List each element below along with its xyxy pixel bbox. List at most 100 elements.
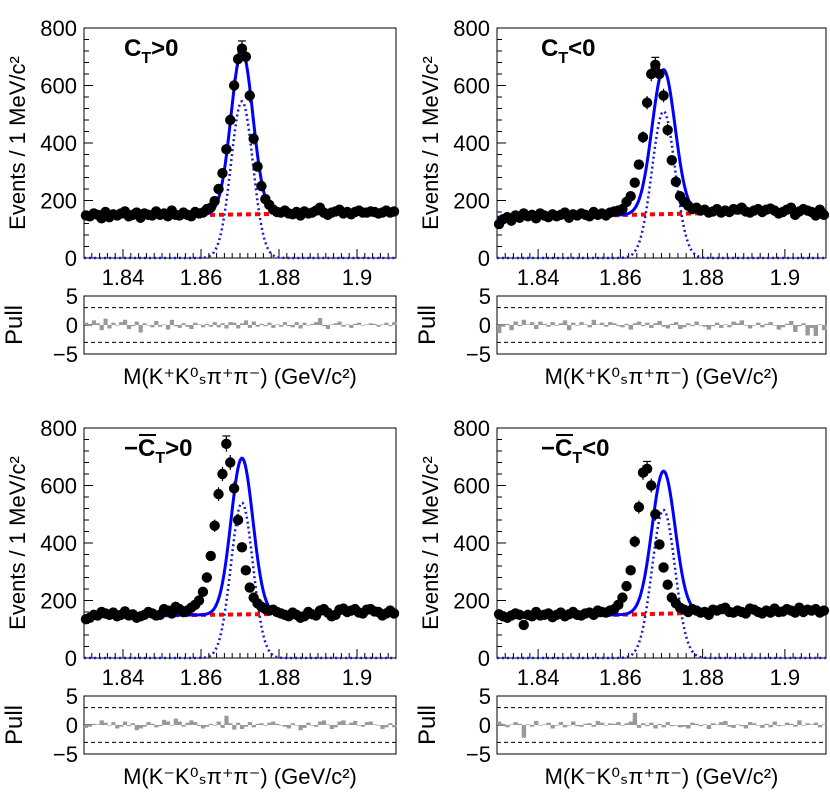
pull-bar: [817, 725, 823, 728]
pull-bar: [813, 325, 819, 337]
pull-bar: [384, 322, 389, 325]
pull-bar: [130, 723, 135, 725]
pull-bar: [649, 722, 654, 725]
data-point: [252, 161, 263, 172]
pull-axis-label: Pull: [1, 705, 28, 745]
pull-bar: [267, 322, 272, 325]
pull-bar: [558, 722, 564, 725]
pull-bar: [224, 325, 229, 329]
y-tick-label: 400: [453, 131, 490, 156]
data-point: [617, 592, 628, 603]
pull-bar: [193, 722, 198, 725]
pull-bar: [571, 322, 576, 325]
y-tick-label: 200: [40, 589, 77, 614]
pull-tick-label: 5: [479, 684, 491, 709]
pull-bar: [119, 725, 124, 727]
data-point: [621, 580, 632, 592]
pull-bar: [760, 725, 765, 728]
pull-bar: [616, 722, 621, 725]
pull-bar: [525, 324, 531, 325]
pull-bar: [628, 721, 634, 725]
pull-bar: [208, 325, 213, 327]
pull-bar: [747, 325, 753, 329]
panel-ct-negative: 0 200 400 600 800 1.84 1.86 1.88 1.9 Events / 1 M…: [414, 16, 830, 389]
pull-bar: [776, 725, 782, 727]
pull-bar: [341, 720, 346, 725]
pull-bar: [821, 724, 827, 725]
pull-bar: [259, 323, 264, 325]
pull-bar: [321, 325, 327, 327]
data-point: [232, 53, 244, 65]
pull-bar: [220, 725, 225, 728]
data-point: [236, 43, 248, 54]
pull-bar: [636, 725, 642, 728]
data-point: [818, 605, 830, 616]
pull-bar: [138, 325, 143, 333]
pull-bar: [259, 723, 264, 725]
pull-bar: [87, 725, 93, 727]
pull-bar: [665, 722, 671, 725]
pull-bar: [608, 322, 613, 325]
x-axis-label: M(K⁺K⁰ₛπ⁺π⁻) (GeV/c²): [545, 364, 779, 389]
pull-bar: [525, 724, 531, 725]
data-point: [244, 90, 255, 101]
pull-bar: [146, 325, 151, 326]
data-point: [388, 206, 400, 217]
pull-bar: [310, 725, 315, 726]
pull-bar: [286, 325, 291, 327]
y-tick-label: 400: [40, 131, 77, 156]
pull-bar: [173, 718, 178, 725]
data-point: [228, 483, 240, 494]
pull-bar: [126, 325, 132, 330]
data-point: [658, 90, 669, 101]
pull-bar: [694, 321, 699, 325]
pull-tick-label: 5: [66, 284, 78, 309]
pull-bar: [232, 725, 237, 730]
x-tick-label: 1.84: [517, 265, 560, 290]
total-fit-curve: [83, 49, 397, 219]
x-tick-label: 1.9: [770, 665, 801, 690]
pull-bar: [595, 324, 601, 325]
pull-bar: [640, 723, 646, 725]
pull-bar: [538, 725, 543, 726]
pull-bar: [756, 322, 761, 325]
pull-bar: [793, 325, 798, 332]
pull-bar: [801, 323, 806, 325]
pull-bar: [521, 319, 527, 325]
pull-bar: [517, 325, 522, 327]
x-tick-label: 1.9: [770, 265, 801, 290]
data-point: [641, 463, 653, 475]
pull-bar: [587, 325, 592, 328]
pull-bar: [368, 721, 373, 725]
y-tick-label: 600: [40, 474, 77, 499]
pull-bar: [158, 725, 163, 727]
panel-ctbar-negative: 0 200 400 600 800 1.84 1.86 1.88 1.9 Events / 1 M…: [414, 416, 830, 789]
pull-bar: [341, 325, 346, 327]
pull-bar: [150, 325, 155, 328]
panel-title: −CT<0: [541, 435, 610, 467]
pull-bar: [154, 320, 159, 325]
pull-bar: [821, 325, 827, 331]
pull-bar: [177, 721, 182, 725]
pull-bar: [706, 725, 712, 730]
pull-bar: [142, 725, 147, 727]
pull-tick-label: −5: [466, 342, 491, 367]
pull-bar: [111, 322, 116, 325]
data-point: [232, 514, 244, 526]
pull-bar: [204, 725, 210, 727]
pull-bar: [497, 325, 502, 334]
pull-bar: [751, 325, 757, 326]
pull-bar: [380, 324, 385, 325]
pull-bar: [294, 725, 299, 726]
signal-curve: [84, 100, 396, 260]
pull-bar: [698, 325, 703, 326]
pull-bar: [710, 325, 716, 327]
pull-bar: [154, 725, 159, 728]
pull-bar: [169, 725, 174, 726]
data-point: [818, 209, 830, 221]
pull-bar: [575, 325, 580, 326]
pull-bar: [805, 325, 810, 336]
pull-bar: [177, 325, 182, 328]
panel-title-condition: >0: [165, 435, 192, 462]
pull-bar: [279, 325, 284, 327]
